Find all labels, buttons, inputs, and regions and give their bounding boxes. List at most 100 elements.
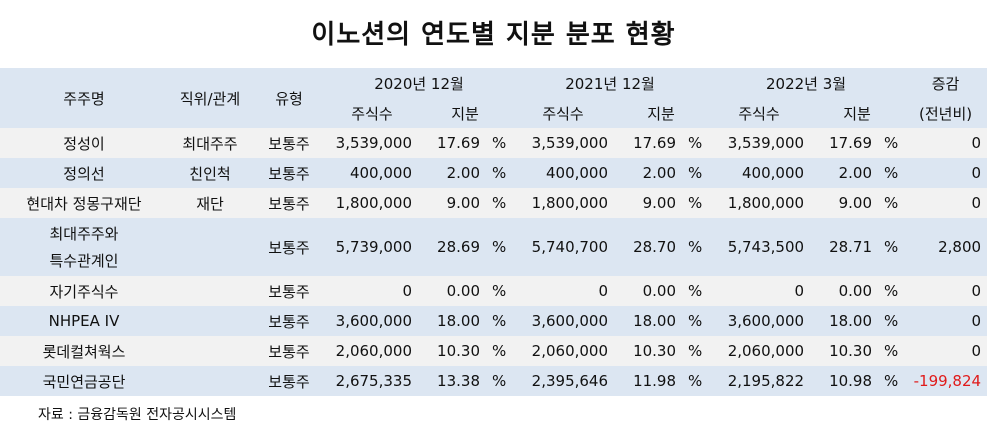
- table-row: 현대차 정몽구재단 재단 보통주 1,800,000 9.00% 1,800,000 9.0…: [0, 188, 987, 218]
- cell-shareholder: 정의선: [0, 158, 168, 188]
- cell-percent-sign: %: [682, 336, 709, 366]
- table-row: 정의선 친인척 보통주 400,000 2.00% 400,000 2.00% 400,000…: [0, 158, 987, 188]
- cell-percent-sign: %: [682, 366, 709, 396]
- cell-change: 0: [904, 306, 987, 336]
- cell-stake: 28.70: [614, 218, 683, 276]
- cell-stake: 10.30: [810, 336, 879, 366]
- cell-type: 보통주: [252, 218, 326, 276]
- col-header-period-2022-03: 2022년 3월: [708, 68, 905, 98]
- cell-stake: 11.98: [614, 366, 683, 396]
- table-row: 국민연금공단 보통주 2,675,335 13.38% 2,395,646 11.98% 2…: [0, 366, 987, 396]
- cell-position: 친인척: [168, 158, 252, 188]
- cell-shares: 2,675,335: [326, 366, 418, 396]
- col-header-period-2020-12: 2020년 12월: [326, 68, 513, 98]
- cell-change: 0: [904, 336, 987, 366]
- col-header-stake: 지분: [418, 98, 513, 128]
- col-header-stake: 지분: [810, 98, 905, 128]
- cell-shareholder-line: 최대주주와: [49, 225, 119, 243]
- cell-stake: 0.00: [418, 276, 486, 306]
- cell-shares: 2,395,646: [512, 366, 615, 396]
- cell-stake: 2.00: [418, 158, 486, 188]
- cell-stake: 10.98: [810, 366, 879, 396]
- cell-percent-sign: %: [878, 128, 905, 158]
- cell-stake: 18.00: [418, 306, 486, 336]
- cell-percent-sign: %: [878, 218, 905, 276]
- cell-percent-sign: %: [682, 158, 709, 188]
- cell-type: 보통주: [252, 366, 326, 396]
- cell-shareholder: 자기주식수: [0, 276, 168, 306]
- cell-percent-sign: %: [878, 366, 905, 396]
- cell-percent-sign: %: [486, 306, 513, 336]
- cell-type: 보통주: [252, 188, 326, 218]
- col-header-shares: 주식수: [326, 98, 418, 128]
- cell-stake: 17.69: [418, 128, 486, 158]
- cell-stake: 17.69: [614, 128, 683, 158]
- cell-stake: 0.00: [614, 276, 683, 306]
- col-header-stake: 지분: [614, 98, 709, 128]
- cell-type: 보통주: [252, 158, 326, 188]
- shareholding-table: 주주명 직위/관계 유형 2020년 12월 2021년 12월 2022년 3…: [0, 68, 987, 396]
- cell-percent-sign: %: [486, 158, 513, 188]
- table-row: 정성이 최대주주 보통주 3,539,000 17.69% 3,539,000 17.69%…: [0, 128, 987, 158]
- cell-shareholder: 롯데컬쳐웍스: [0, 336, 168, 366]
- page-title: 이노션의 연도별 지분 분포 현황: [311, 20, 676, 50]
- cell-percent-sign: %: [878, 276, 905, 306]
- cell-shares: 2,060,000: [512, 336, 615, 366]
- cell-percent-sign: %: [486, 188, 513, 218]
- table-row: NHPEA IV 보통주 3,600,000 18.00% 3,600,000 18.00…: [0, 306, 987, 336]
- cell-percent-sign: %: [682, 218, 709, 276]
- cell-position: 최대주주: [168, 128, 252, 158]
- cell-stake: 10.30: [418, 336, 486, 366]
- cell-position: [168, 336, 252, 366]
- cell-shares: 1,800,000: [512, 188, 615, 218]
- cell-change: 0: [904, 276, 987, 306]
- cell-shares: 2,060,000: [708, 336, 811, 366]
- cell-stake: 10.30: [614, 336, 683, 366]
- cell-shares: 3,600,000: [708, 306, 811, 336]
- col-header-change-sub: (전년비): [904, 98, 987, 128]
- cell-position: 재단: [168, 188, 252, 218]
- cell-shares: 3,539,000: [708, 128, 811, 158]
- col-header-period-2021-12: 2021년 12월: [512, 68, 709, 98]
- cell-stake: 9.00: [614, 188, 683, 218]
- cell-shareholder-line: 특수관계인: [49, 252, 119, 270]
- cell-percent-sign: %: [486, 336, 513, 366]
- cell-percent-sign: %: [878, 336, 905, 366]
- cell-shares: 5,740,700: [512, 218, 615, 276]
- cell-stake: 2.00: [810, 158, 879, 188]
- cell-percent-sign: %: [486, 276, 513, 306]
- cell-stake: 9.00: [810, 188, 879, 218]
- cell-percent-sign: %: [878, 306, 905, 336]
- cell-stake: 18.00: [810, 306, 879, 336]
- cell-shares: 1,800,000: [708, 188, 811, 218]
- col-header-change: 증감: [904, 68, 987, 98]
- cell-shareholder: 현대차 정몽구재단: [0, 188, 168, 218]
- cell-percent-sign: %: [486, 128, 513, 158]
- cell-change: 0: [904, 188, 987, 218]
- table-row: 롯데컬쳐웍스 보통주 2,060,000 10.30% 2,060,000 10.30% 2…: [0, 336, 987, 366]
- cell-percent-sign: %: [682, 188, 709, 218]
- cell-position: [168, 276, 252, 306]
- col-header-position: 직위/관계: [168, 68, 252, 128]
- cell-position: [168, 218, 252, 276]
- cell-change: 2,800: [904, 218, 987, 276]
- cell-shares: 400,000: [326, 158, 418, 188]
- table-row: 최대주주와 특수관계인 보통주 5,739,000 28.69% 5,740,700 28.…: [0, 218, 987, 276]
- cell-stake: 28.69: [418, 218, 486, 276]
- cell-change: -199,824: [904, 366, 987, 396]
- col-header-type: 유형: [252, 68, 326, 128]
- cell-shares: 0: [326, 276, 418, 306]
- cell-percent-sign: %: [486, 366, 513, 396]
- cell-shares: 3,600,000: [326, 306, 418, 336]
- cell-change: 0: [904, 158, 987, 188]
- cell-shares: 3,539,000: [326, 128, 418, 158]
- cell-shares: 2,195,822: [708, 366, 811, 396]
- cell-percent-sign: %: [682, 306, 709, 336]
- cell-shares: 3,600,000: [512, 306, 615, 336]
- cell-type: 보통주: [252, 276, 326, 306]
- cell-stake: 28.71: [810, 218, 879, 276]
- cell-shares: 400,000: [512, 158, 615, 188]
- cell-shares: 0: [708, 276, 811, 306]
- cell-percent-sign: %: [486, 218, 513, 276]
- cell-stake: 2.00: [614, 158, 683, 188]
